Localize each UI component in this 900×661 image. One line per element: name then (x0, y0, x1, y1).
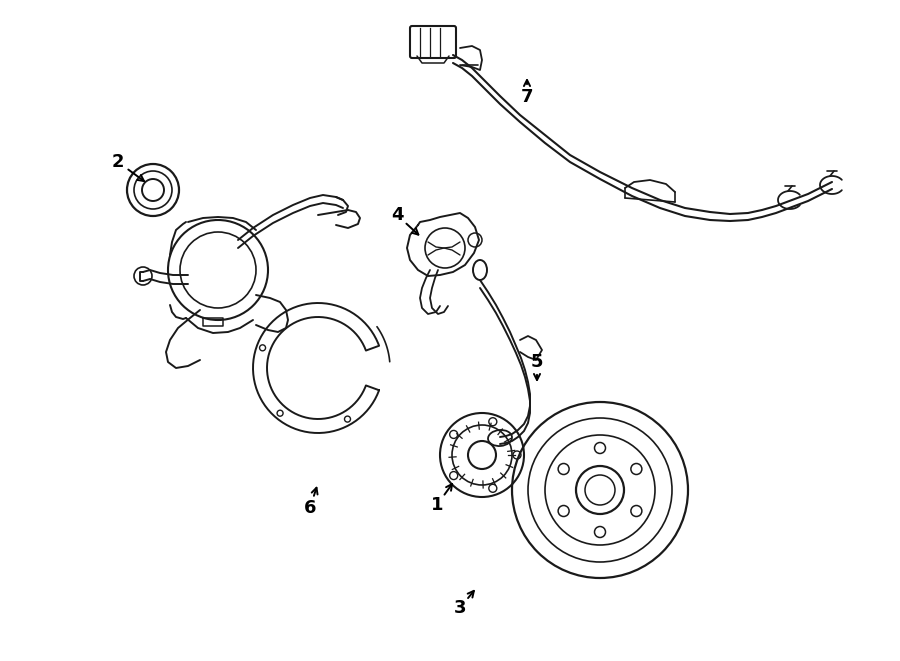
Text: 4: 4 (391, 206, 403, 224)
Text: 5: 5 (531, 353, 544, 371)
Text: 6: 6 (304, 499, 316, 517)
Text: 1: 1 (431, 496, 443, 514)
Text: 7: 7 (521, 88, 533, 106)
Text: 2: 2 (112, 153, 124, 171)
Text: 3: 3 (454, 599, 466, 617)
